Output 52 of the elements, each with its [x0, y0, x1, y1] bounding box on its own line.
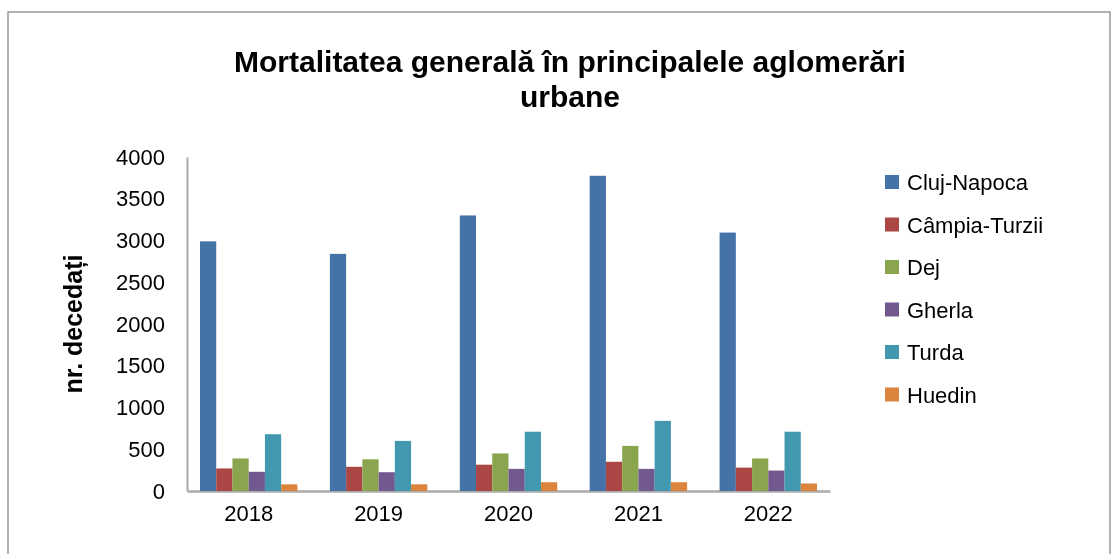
bar	[622, 445, 639, 491]
bar	[411, 484, 428, 491]
bar	[362, 459, 379, 491]
legend-label: Gherla	[907, 297, 974, 323]
y-tick-label: 1500	[116, 353, 165, 379]
bar	[216, 468, 233, 491]
bar	[768, 470, 785, 491]
bar	[719, 232, 736, 491]
y-tick-label: 3500	[116, 186, 165, 212]
bar	[232, 458, 249, 491]
bar	[508, 468, 525, 491]
y-tick-label: 0	[152, 478, 165, 504]
y-tick-label: 3000	[116, 228, 165, 254]
bar	[346, 466, 363, 491]
bar	[248, 471, 265, 491]
bar	[800, 483, 818, 491]
x-tick-label: 2021	[613, 500, 663, 526]
y-tick-label: 1000	[116, 395, 165, 421]
bar	[638, 468, 655, 491]
bar	[784, 431, 801, 491]
y-tick-label: 2500	[116, 269, 165, 295]
y-tick-label: 500	[128, 436, 165, 462]
x-tick-label: 2018	[224, 500, 274, 526]
y-tick-label: 4000	[116, 144, 165, 170]
legend-label: Câmpia-Turzii	[907, 212, 1044, 238]
bar	[524, 431, 541, 491]
bar	[752, 458, 769, 491]
x-tick-label: 2019	[354, 500, 404, 526]
bar	[492, 453, 509, 491]
bar	[378, 472, 395, 491]
bar	[264, 434, 282, 491]
chart-title: Mortalitatea generală în principalele aglomerări urbane	[234, 45, 906, 113]
bar	[281, 484, 298, 491]
bar	[329, 253, 347, 491]
legend-label: Dej	[907, 255, 941, 280]
bar	[540, 482, 558, 491]
bar	[670, 482, 688, 491]
bar	[459, 215, 477, 491]
y-tick-label: 2000	[116, 311, 165, 337]
bar	[589, 175, 606, 491]
bar	[735, 467, 753, 491]
bar	[199, 241, 217, 491]
bar	[654, 420, 671, 491]
y-axis-title: nr. decedați	[59, 254, 88, 394]
legend-label: Turda	[907, 340, 965, 365]
legend-label: Huedin	[907, 382, 977, 408]
bar	[394, 440, 412, 491]
x-tick-label: 2022	[743, 500, 793, 526]
legend-label: Cluj-Napoca	[907, 170, 1029, 195]
bar	[605, 461, 623, 491]
x-tick-label: 2020	[484, 500, 533, 526]
bar	[476, 464, 493, 491]
